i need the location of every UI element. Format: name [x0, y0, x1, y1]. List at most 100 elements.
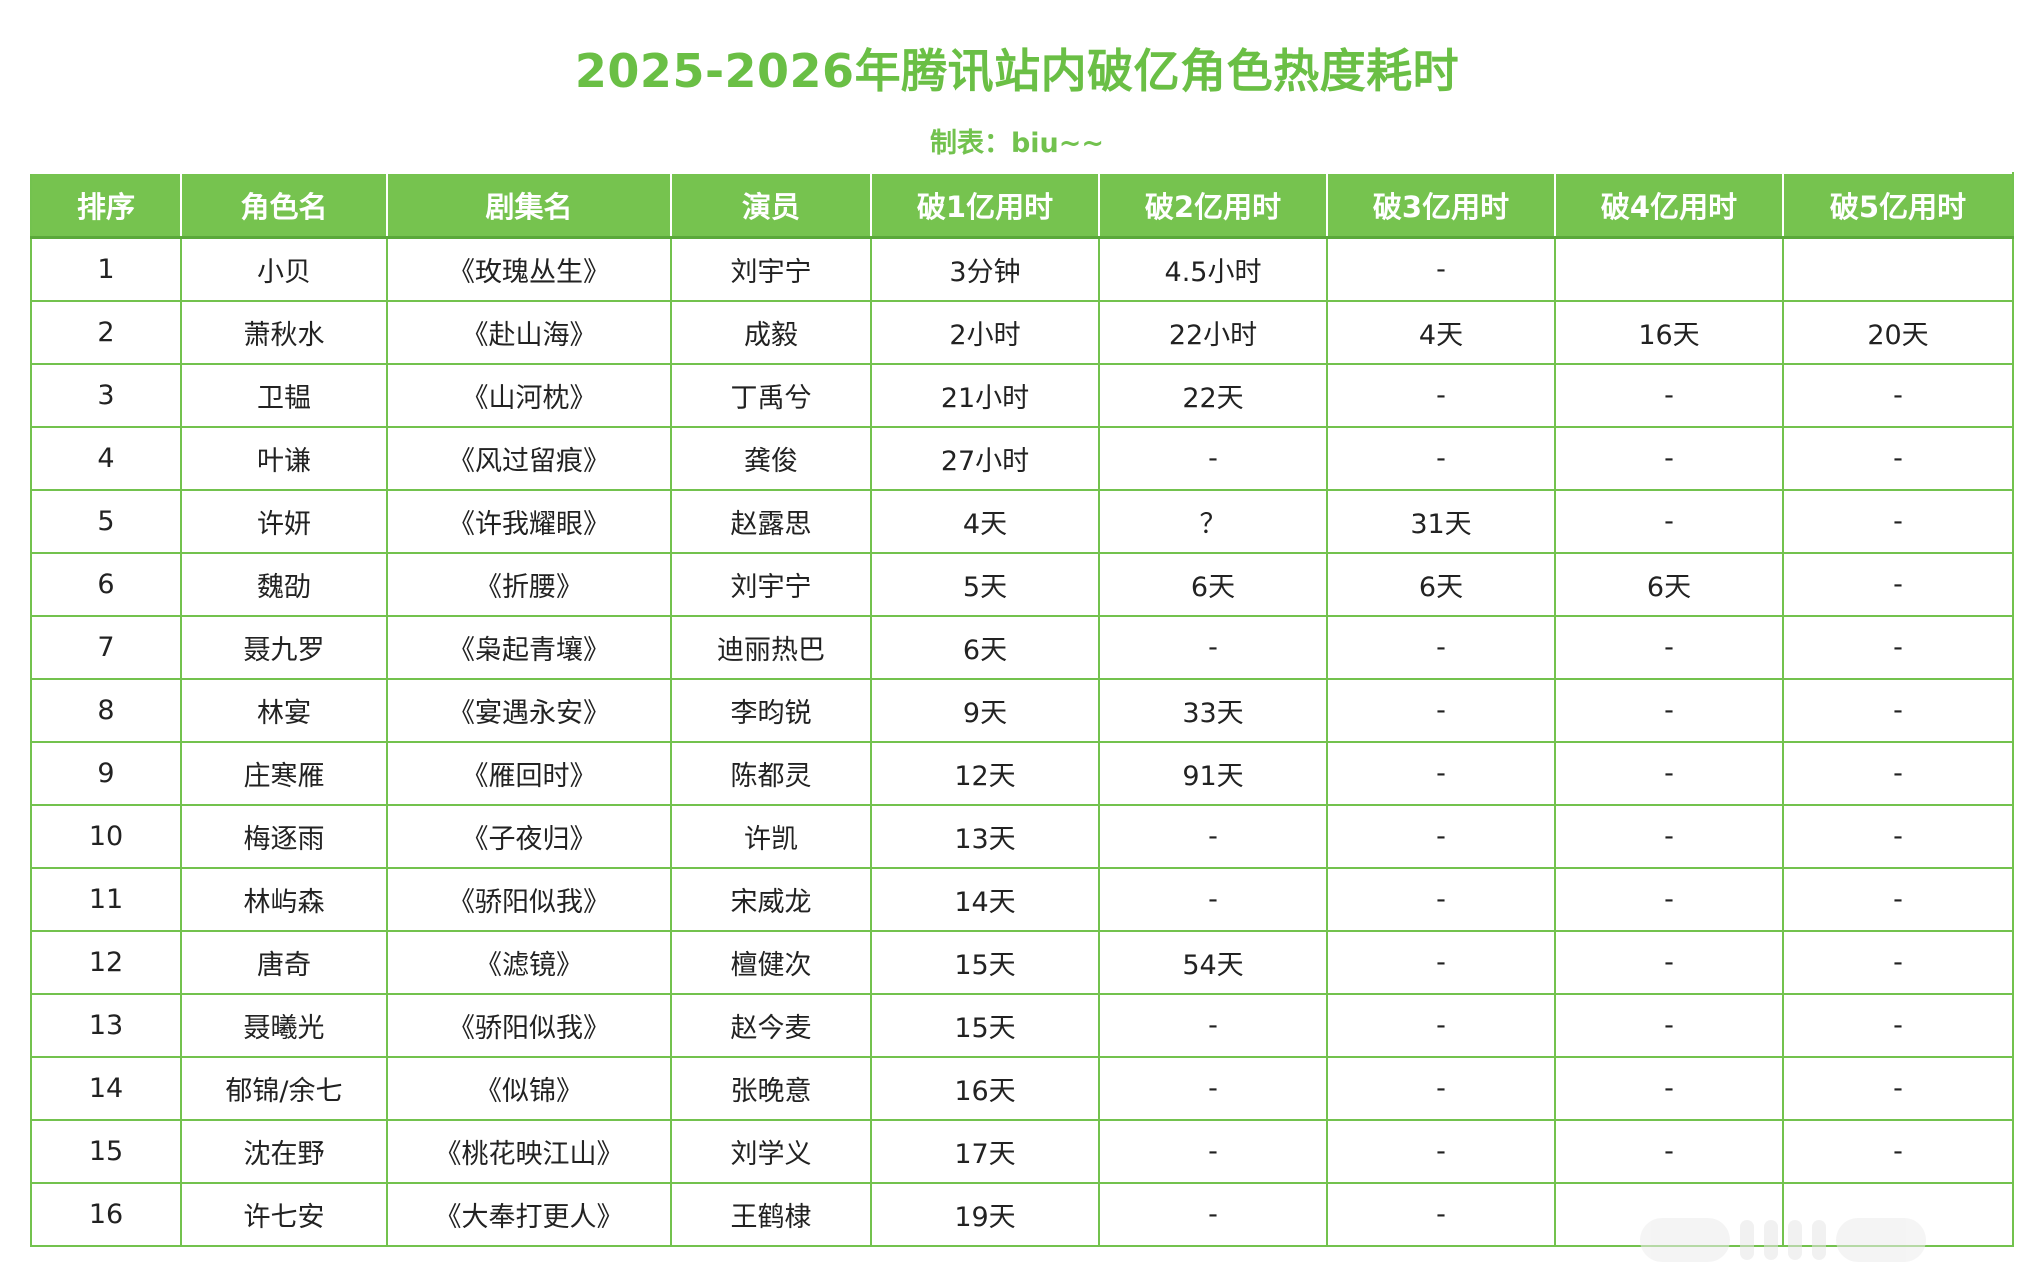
table-header-row: 排序 角色名 剧集名 演员 破1亿用时 破2亿用时 破3亿用时 破4亿用时 破5… [30, 172, 2014, 239]
series-cell: 《山河枕》 [386, 363, 672, 428]
time-300m-cell: - [1326, 363, 1556, 428]
table-row: 15 沈在野 《桃花映江山》 刘学义 17天 - - - - [30, 1119, 2014, 1184]
time-300m-cell: - [1326, 1182, 1556, 1247]
actor-cell: 檀健次 [670, 930, 872, 995]
time-200m-cell: - [1098, 426, 1328, 491]
series-cell: 《雁回时》 [386, 741, 672, 806]
character-cell: 小贝 [180, 236, 388, 302]
rank-cell: 2 [30, 300, 182, 365]
time-400m-cell: - [1554, 804, 1784, 869]
table-row: 9 庄寒雁 《雁回时》 陈都灵 12天 91天 - - - [30, 741, 2014, 806]
actor-cell: 张晚意 [670, 1056, 872, 1121]
time-100m-cell: 19天 [870, 1182, 1100, 1247]
rank-cell: 5 [30, 489, 182, 554]
time-500m-cell: - [1782, 867, 2014, 932]
time-300m-cell: - [1326, 867, 1556, 932]
time-200m-cell: - [1098, 804, 1328, 869]
character-cell: 唐奇 [180, 930, 388, 995]
series-cell: 《许我耀眼》 [386, 489, 672, 554]
time-200m-cell: 91天 [1098, 741, 1328, 806]
time-500m-cell: - [1782, 1056, 2014, 1121]
time-200m-cell: 54天 [1098, 930, 1328, 995]
series-cell: 《子夜归》 [386, 804, 672, 869]
table-row: 5 许妍 《许我耀眼》 赵露思 4天？ 31天 - - [30, 489, 2014, 554]
rank-cell: 12 [30, 930, 182, 995]
actor-cell: 刘宇宁 [670, 552, 872, 617]
time-300m-cell: 31天 [1326, 489, 1556, 554]
rank-cell: 6 [30, 552, 182, 617]
rank-cell: 13 [30, 993, 182, 1058]
actor-cell: 陈都灵 [670, 741, 872, 806]
table-row: 8 林宴 《宴遇永安》 李昀锐 9天 33天 - - - [30, 678, 2014, 743]
ranking-table: 排序 角色名 剧集名 演员 破1亿用时 破2亿用时 破3亿用时 破4亿用时 破5… [30, 172, 2014, 1247]
actor-cell: 许凯 [670, 804, 872, 869]
actor-cell: 王鹤棣 [670, 1182, 872, 1247]
time-100m-cell: 17天 [870, 1119, 1100, 1184]
actor-cell: 宋威龙 [670, 867, 872, 932]
table-row: 16 许七安 《大奉打更人》 王鹤棣 19天 - - [30, 1182, 2014, 1247]
time-400m-cell: - [1554, 678, 1784, 743]
actor-cell: 李昀锐 [670, 678, 872, 743]
table-row: 1 小贝 《玫瑰丛生》 刘宇宁 3分钟 4.5小时 - [30, 236, 2014, 302]
time-400m-cell: - [1554, 741, 1784, 806]
time-400m-cell: - [1554, 993, 1784, 1058]
time-500m-cell: - [1782, 1119, 2014, 1184]
series-cell: 《枭起青壤》 [386, 615, 672, 680]
time-400m-cell: - [1554, 867, 1784, 932]
time-200m-cell: 6天 [1098, 552, 1328, 617]
time-500m-cell: - [1782, 489, 2014, 554]
time-100m-cell: 13天 [870, 804, 1100, 869]
time-400m-cell: - [1554, 1056, 1784, 1121]
time-200m-cell: - [1098, 867, 1328, 932]
time-300m-cell: 6天 [1326, 552, 1556, 617]
time-500m-cell: - [1782, 993, 2014, 1058]
watermark [1640, 1210, 2020, 1270]
header-300m: 破3亿用时 [1326, 172, 1556, 239]
watermark-logo [1836, 1218, 1926, 1262]
time-200m-cell: - [1098, 1119, 1328, 1184]
time-200m-cell: - [1098, 1056, 1328, 1121]
time-300m-cell: - [1326, 678, 1556, 743]
actor-cell: 赵露思 [670, 489, 872, 554]
time-100m-cell: 12天 [870, 741, 1100, 806]
table-row: 13 聂曦光 《骄阳似我》 赵今麦 15天 - - - - [30, 993, 2014, 1058]
watermark-bar [1812, 1220, 1826, 1260]
time-400m-cell: - [1554, 1119, 1784, 1184]
series-cell: 《宴遇永安》 [386, 678, 672, 743]
time-500m-cell: - [1782, 678, 2014, 743]
page-title: 2025-2026年腾讯站内破亿角色热度耗时 [574, 44, 1460, 98]
time-100m-cell: 21小时 [870, 363, 1100, 428]
header-500m: 破5亿用时 [1782, 172, 2014, 239]
time-400m-cell: - [1554, 426, 1784, 491]
time-100m-cell: 16天 [870, 1056, 1100, 1121]
character-cell: 萧秋水 [180, 300, 388, 365]
header-200m: 破2亿用时 [1098, 172, 1328, 239]
time-500m-cell: - [1782, 552, 2014, 617]
rank-cell: 16 [30, 1182, 182, 1247]
rank-cell: 8 [30, 678, 182, 743]
header-series: 剧集名 [386, 172, 672, 239]
time-300m-cell: - [1326, 426, 1556, 491]
character-cell: 林宴 [180, 678, 388, 743]
character-cell: 沈在野 [180, 1119, 388, 1184]
watermark-bar [1788, 1220, 1802, 1260]
time-500m-cell: - [1782, 804, 2014, 869]
watermark-bar [1764, 1220, 1778, 1260]
rank-cell: 15 [30, 1119, 182, 1184]
time-100m-cell: 15天 [870, 930, 1100, 995]
actor-cell: 迪丽热巴 [670, 615, 872, 680]
character-cell: 聂九罗 [180, 615, 388, 680]
table-author: 制表：biu~~ [929, 128, 1105, 159]
table-row: 10 梅逐雨 《子夜归》 许凯 13天 - - - - [30, 804, 2014, 869]
time-500m-cell: - [1782, 930, 2014, 995]
time-400m-cell: - [1554, 363, 1784, 428]
series-cell: 《滤镜》 [386, 930, 672, 995]
time-400m-cell: - [1554, 489, 1784, 554]
character-cell: 梅逐雨 [180, 804, 388, 869]
time-300m-cell: - [1326, 993, 1556, 1058]
rank-cell: 11 [30, 867, 182, 932]
time-500m-cell: - [1782, 741, 2014, 806]
table-row: 7 聂九罗 《枭起青壤》 迪丽热巴 6天 - - - - [30, 615, 2014, 680]
character-cell: 卫韫 [180, 363, 388, 428]
